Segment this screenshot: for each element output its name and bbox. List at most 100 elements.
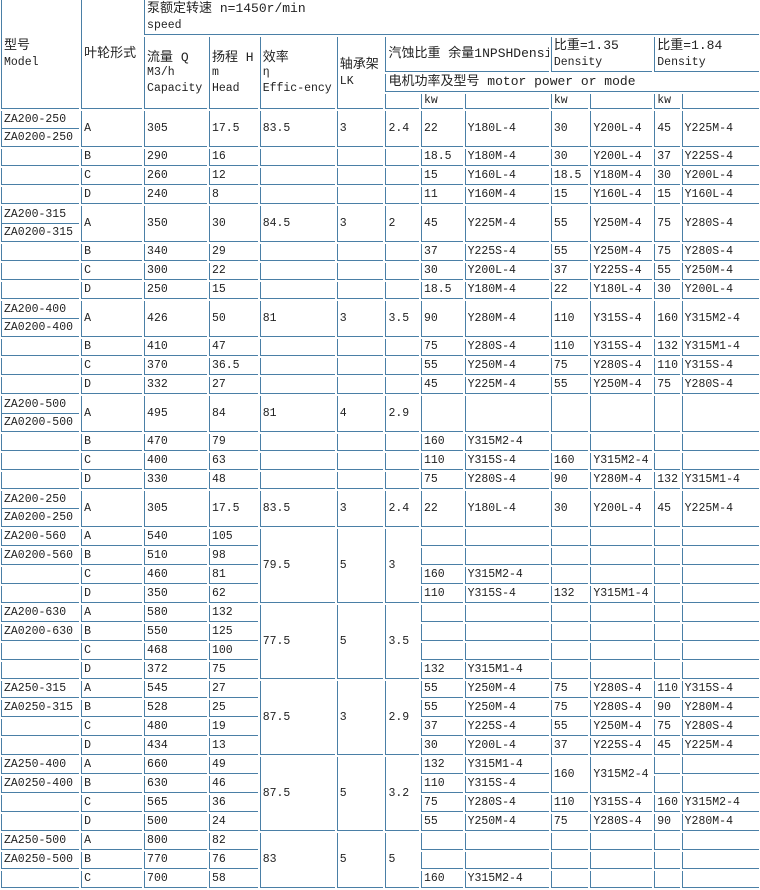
cell-kw-3: 55: [654, 263, 680, 280]
header-speed: 泵额定转速 n=1450r/min speed: [144, 0, 759, 35]
cell: [590, 643, 653, 660]
cell-capacity: 410: [144, 339, 207, 356]
cell-kw-1: 110: [420, 453, 463, 470]
cell-motor-2: Y200L-4: [590, 149, 653, 166]
cell-impeller: A: [81, 111, 143, 147]
cell-kw-2: 22: [550, 282, 589, 299]
cell: [1, 814, 80, 831]
cell-model: [1, 149, 80, 166]
cell-head: 8: [208, 187, 258, 204]
cell: 75: [208, 662, 258, 679]
cell: ZA0250-500: [1, 852, 80, 869]
table-row: ZA250-315 A 545 27 87.5 3 2.9 55 Y250M-4 75 Y280S-…: [1, 681, 759, 755]
cell: Y315S-4: [464, 776, 549, 793]
cell-bearing: 3: [336, 111, 384, 147]
cell: [420, 548, 463, 565]
cell: C: [81, 643, 143, 660]
cell-head: 17.5: [208, 111, 258, 147]
cell-impeller: A: [81, 605, 143, 622]
cell: 468: [144, 643, 207, 660]
cell-head: 30: [208, 206, 258, 242]
cell-capacity: 426: [144, 301, 207, 337]
cell-motor-3: Y315M2-4: [681, 301, 759, 337]
cell-kw-2: 15: [550, 187, 589, 204]
cell-model: [1, 339, 80, 356]
cell-npsh: [385, 453, 419, 470]
cell-impeller: D: [81, 377, 143, 394]
cell-capacity: 350: [144, 206, 207, 242]
cell-capacity: 240: [144, 187, 207, 204]
cell-kw-2: 30: [550, 491, 589, 527]
cell: [1, 871, 80, 888]
cell: [550, 662, 589, 679]
cell: 500: [144, 814, 207, 831]
header-efficiency: 效率 η Effic-ency: [259, 37, 335, 109]
cell: [654, 643, 680, 660]
cell: [464, 624, 549, 641]
cell: [654, 586, 680, 603]
cell-model: ZA250-315: [1, 681, 80, 698]
table-row: ZA200-315 ZA0200-315 A 350 30 84.5 3 2 45 Y225M-4…: [1, 206, 759, 242]
cell-npsh: [385, 434, 419, 451]
cell-kw-3: [654, 529, 680, 546]
cell: 460: [144, 567, 207, 584]
cell-bearing: [336, 149, 384, 166]
cell-model: ZA250-500: [1, 833, 80, 850]
cell-capacity: 332: [144, 377, 207, 394]
cell-kw-3: 30: [654, 282, 680, 299]
cell: Y250M-4: [464, 814, 549, 831]
cell-impeller: D: [81, 282, 143, 299]
cell: [590, 548, 653, 565]
cell-head: 82: [208, 833, 258, 850]
cell-merged: 77.5: [259, 605, 335, 679]
cell-motor-3: Y200L-4: [681, 282, 759, 299]
cell-head: 27: [208, 377, 258, 394]
cell: [550, 643, 589, 660]
cell: Y315M1-4: [464, 662, 549, 679]
cell-capacity: 400: [144, 453, 207, 470]
cell-efficiency: [259, 453, 335, 470]
cell: 528: [144, 700, 207, 717]
cell-kw-3: [654, 434, 680, 451]
cell-efficiency: [259, 339, 335, 356]
cell-impeller: A: [81, 206, 143, 242]
cell: 110: [550, 795, 589, 812]
cell-kw-3: 75: [654, 244, 680, 261]
cell-capacity: 305: [144, 111, 207, 147]
cell: 550: [144, 624, 207, 641]
cell-kw-3: 160: [654, 301, 680, 337]
cell-bearing: [336, 244, 384, 261]
cell: C: [81, 871, 143, 888]
cell-model: ZA200-250 ZA0200-250: [1, 111, 80, 147]
cell: [1, 738, 80, 755]
table-row: ZA0200-630 B 550 125: [1, 624, 759, 641]
model-line: ZA0200-315: [4, 226, 74, 239]
cell-model: [1, 472, 80, 489]
cell-motor-2: Y180L-4: [590, 282, 653, 299]
cell: 110: [420, 586, 463, 603]
cell: 55: [550, 719, 589, 736]
cell-impeller: C: [81, 263, 143, 280]
cell-efficiency: [259, 434, 335, 451]
cell: Y280M-4: [681, 700, 759, 717]
cell: 160: [420, 567, 463, 584]
cell: [420, 643, 463, 660]
cell-kw-1: 160: [420, 434, 463, 451]
cell: 19: [208, 719, 258, 736]
cell-motor-1: Y180M-4: [464, 282, 549, 299]
table-row: ZA250-500 A 800 82 83 5 5: [1, 833, 759, 888]
cell: 160: [420, 871, 463, 888]
cell-kw-2: 55: [550, 244, 589, 261]
table-row: D 500 24 55 Y250M-4 75 Y280S-4 90 Y280M-4: [1, 814, 759, 831]
cell-impeller: B: [81, 339, 143, 356]
cell-kw-1: 18.5: [420, 149, 463, 166]
cell: 55: [420, 814, 463, 831]
cell-kw-1: 18.5: [420, 282, 463, 299]
cell: ZA0200-560: [1, 548, 80, 565]
cell-capacity: 290: [144, 149, 207, 166]
cell-motor-2: Y200L-4: [590, 491, 653, 527]
cell: [1, 643, 80, 660]
table-row: D 350 62 110 Y315S-4 132 Y315M1-4: [1, 586, 759, 603]
cell-efficiency: [259, 472, 335, 489]
model-line: ZA200-250: [2, 491, 80, 509]
